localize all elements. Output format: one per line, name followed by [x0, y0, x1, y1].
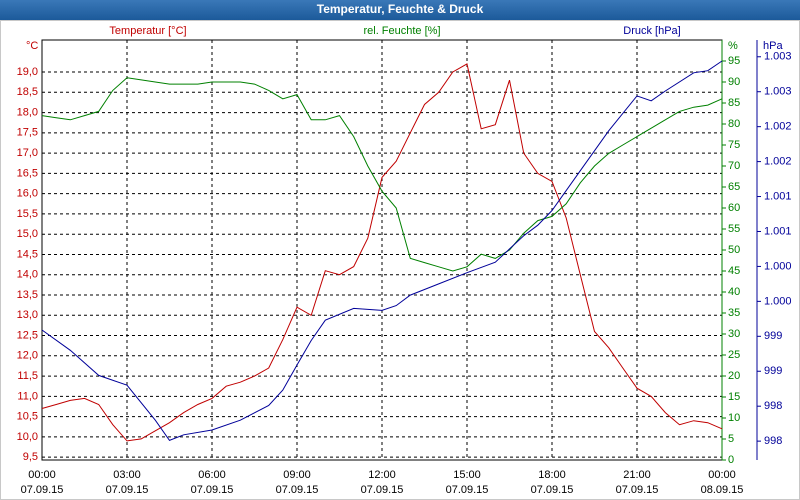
y-tick-label: 17,0	[17, 147, 38, 159]
y2-tick-label: 45	[728, 265, 740, 277]
y2-tick-label: 75	[728, 139, 740, 151]
title-bar	[0, 0, 800, 20]
y-tick-label: 17,5	[17, 127, 38, 139]
y2-tick-label: 65	[728, 181, 740, 193]
y-tick-label: 14,0	[17, 269, 38, 281]
y2-tick-label: 5	[728, 433, 734, 445]
x-tick-date: 07.09.15	[361, 484, 404, 496]
y-tick-label: 13,0	[17, 309, 38, 321]
y2-tick-label: 20	[728, 370, 740, 382]
series-line	[41, 77, 723, 272]
y3-tick-label: 1.001	[764, 190, 792, 202]
y-tick-label: 12,0	[17, 350, 38, 362]
x-tick-label: 09:00	[283, 469, 311, 481]
x-tick-label: 15:00	[453, 469, 481, 481]
x-tick-label: 00:00	[28, 469, 56, 481]
y3-tick-label: 999	[764, 330, 782, 342]
y2-tick-label: 25	[728, 349, 740, 361]
y-tick-label: 16,0	[17, 188, 38, 200]
y2-tick-label: 15	[728, 391, 740, 403]
x-tick-date: 07.09.15	[616, 484, 659, 496]
y2-tick-label: 80	[728, 118, 740, 130]
axis-title: rel. Feuchte [%]	[363, 25, 440, 37]
y2-tick-label: 60	[728, 202, 740, 214]
y2-tick-label: 0	[728, 454, 734, 466]
y2-tick-label: 85	[728, 97, 740, 109]
y-tick-label: 12,5	[17, 329, 38, 341]
x-tick-date: 07.09.15	[531, 484, 574, 496]
y-tick-label: 9,5	[23, 451, 38, 463]
y-tick-label: 11,0	[17, 390, 38, 402]
y-tick-label: 18,0	[17, 106, 38, 118]
y3-tick-label: 1.003	[764, 51, 792, 63]
y-tick-label: 15,5	[17, 208, 38, 220]
x-tick-label: 21:00	[623, 469, 651, 481]
x-tick-date: 07.09.15	[106, 484, 149, 496]
y3-tick-label: 999	[764, 365, 782, 377]
y-unit: °C	[26, 40, 38, 52]
x-tick-date: 07.09.15	[21, 484, 64, 496]
y-tick-label: 11,5	[17, 370, 38, 382]
y3-tick-label: 998	[764, 435, 782, 447]
axis-title: Temperatur [°C]	[109, 25, 186, 37]
y2-tick-label: 70	[728, 160, 740, 172]
axis-title: Druck [hPa]	[623, 25, 680, 37]
y-tick-label: 14,5	[17, 248, 38, 260]
y-tick-label: 18,5	[17, 86, 38, 98]
y2-tick-label: 55	[728, 223, 740, 235]
y2-tick-label: 95	[728, 55, 740, 67]
y-tick-label: 10,5	[17, 411, 38, 423]
y3-tick-label: 1.001	[764, 225, 792, 237]
y3-tick-label: 1.000	[764, 295, 792, 307]
x-tick-label: 12:00	[368, 469, 396, 481]
y-tick-label: 13,5	[17, 289, 38, 301]
x-tick-date: 07.09.15	[446, 484, 489, 496]
y-tick-label: 16,5	[17, 167, 38, 179]
y3-tick-label: 1.002	[764, 121, 792, 133]
y3-tick-label: 998	[764, 400, 782, 412]
y-tick-label: 15,0	[17, 228, 38, 240]
x-tick-label: 03:00	[113, 469, 141, 481]
y2-tick-label: 50	[728, 244, 740, 256]
x-tick-label: 18:00	[538, 469, 566, 481]
x-tick-label: 00:00	[708, 469, 736, 481]
x-tick-label: 06:00	[198, 469, 226, 481]
series-line	[41, 60, 723, 442]
y2-tick-label: 30	[728, 328, 740, 340]
y-tick-label: 19,0	[17, 66, 38, 78]
x-tick-date: 07.09.15	[191, 484, 234, 496]
y2-tick-label: 40	[728, 286, 740, 298]
series-line	[41, 63, 723, 442]
y2-unit: %	[728, 40, 738, 52]
y-tick-label: 10,0	[17, 431, 38, 443]
x-tick-date: 08.09.15	[701, 484, 744, 496]
y2-tick-label: 10	[728, 412, 740, 424]
y3-tick-label: 1.000	[764, 260, 792, 272]
y2-tick-label: 90	[728, 76, 740, 88]
chart-title: Temperatur, Feuchte & Druck	[317, 2, 484, 16]
y3-tick-label: 1.003	[764, 86, 792, 98]
y2-tick-label: 35	[728, 307, 740, 319]
x-tick-date: 07.09.15	[276, 484, 319, 496]
y3-tick-label: 1.002	[764, 156, 792, 168]
y3-unit: hPa	[763, 40, 783, 52]
